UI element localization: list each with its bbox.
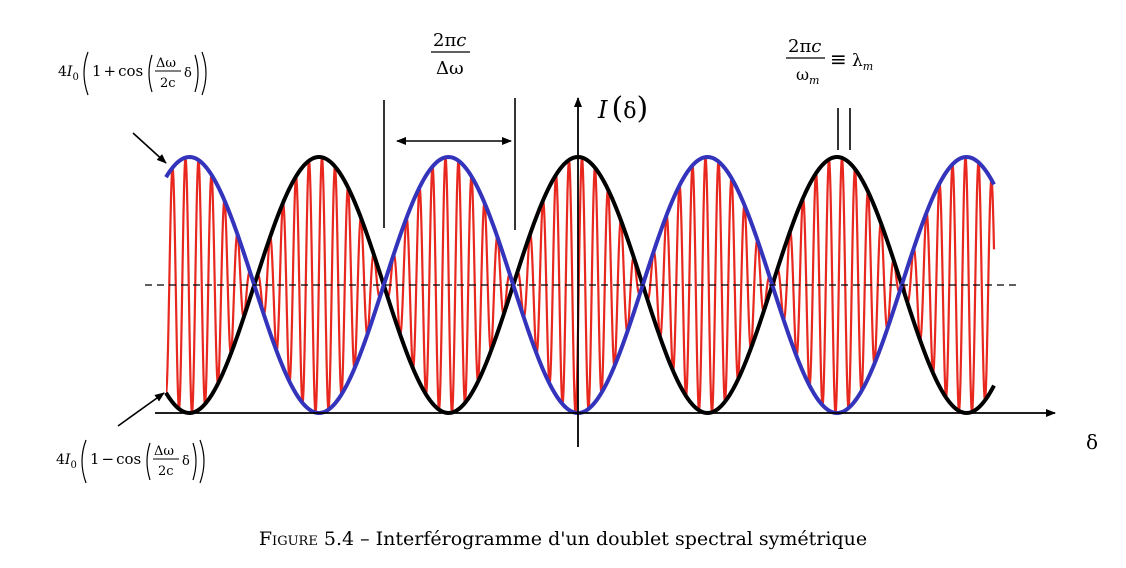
svg-text:λm: λm bbox=[852, 51, 873, 73]
svg-text:1+cos: 1 + cos bbox=[92, 62, 143, 80]
caption-separator: – bbox=[354, 528, 376, 550]
carrier-period-formula: 2πc ωm ≡ λm bbox=[786, 36, 873, 87]
beat-period-formula: 2πc Δω bbox=[431, 30, 470, 79]
svg-text:δ: δ bbox=[182, 454, 190, 469]
svg-text:2c: 2c bbox=[160, 76, 176, 91]
svg-text:≡: ≡ bbox=[830, 47, 847, 71]
lower-envelope-pointer bbox=[117, 392, 165, 427]
svg-text:4I0: 4I0 bbox=[58, 64, 79, 83]
caption-text: Interférogramme d'un doublet spectral sy… bbox=[375, 528, 868, 550]
upper-envelope-formula: 4I0 1 + cos Δω 2c δ bbox=[58, 51, 207, 96]
lower-envelope-formula: 4I0 1− cos Δω 2c δ bbox=[56, 439, 205, 484]
svg-text:2πc: 2πc bbox=[788, 36, 821, 57]
svg-text:Δω: Δω bbox=[154, 444, 174, 459]
svg-text:δ: δ bbox=[184, 66, 192, 81]
svg-text:ωm: ωm bbox=[796, 65, 819, 87]
svg-text:Δω: Δω bbox=[156, 56, 176, 71]
svg-text:Δω: Δω bbox=[436, 58, 464, 79]
carrier-signal bbox=[166, 156, 996, 414]
svg-text:4I0: 4I0 bbox=[56, 452, 77, 471]
y-axis-label: I (δ) bbox=[597, 91, 648, 126]
x-axis-label: δ bbox=[1086, 430, 1098, 454]
carrier-oscillation bbox=[166, 156, 996, 414]
figure-number: Figure 5.4 bbox=[258, 528, 355, 550]
svg-text:2πc: 2πc bbox=[433, 30, 466, 51]
svg-text:2c: 2c bbox=[158, 464, 174, 479]
figure-caption: Figure 5.4 – Interférogramme d'un double… bbox=[0, 528, 1126, 550]
upper-envelope-pointer bbox=[132, 132, 167, 164]
lower-envelope-curve bbox=[164, 154, 996, 415]
svg-text:1−cos: 1− cos bbox=[90, 450, 141, 468]
